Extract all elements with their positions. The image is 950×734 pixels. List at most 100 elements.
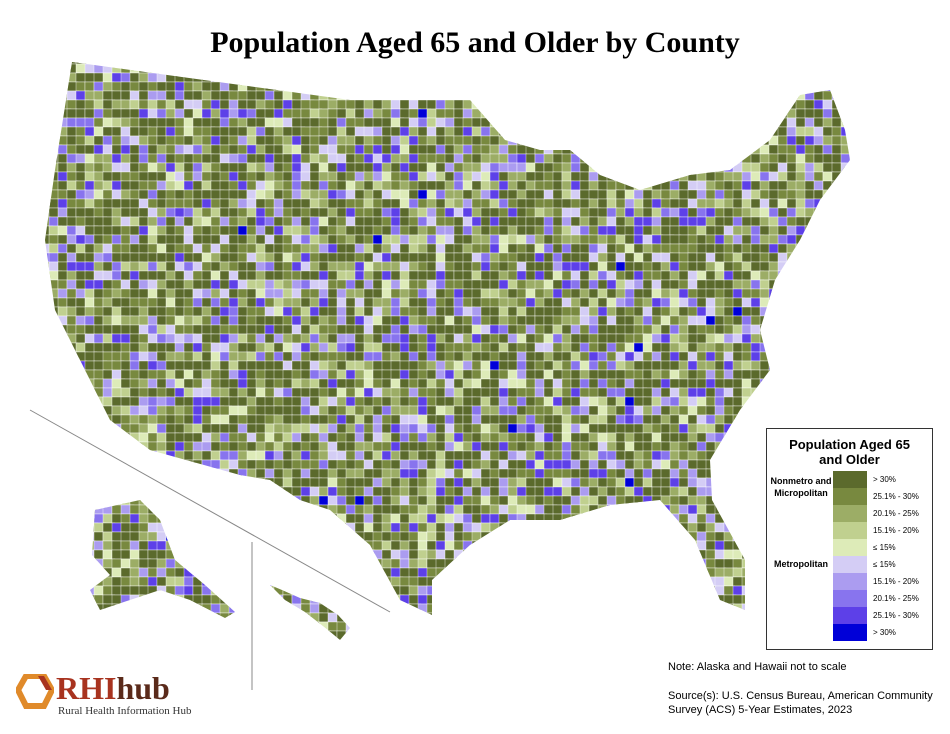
county [705, 450, 718, 461]
county [759, 81, 770, 92]
county [327, 72, 340, 83]
county [642, 441, 653, 452]
county [111, 207, 123, 218]
county [705, 459, 716, 470]
county [804, 225, 818, 236]
county [687, 342, 699, 353]
county [696, 360, 708, 371]
county [732, 225, 743, 236]
county [147, 126, 158, 137]
county [408, 450, 419, 461]
county [804, 387, 817, 398]
county [516, 126, 527, 137]
county [615, 99, 626, 110]
county [786, 108, 797, 119]
county [543, 90, 556, 101]
county [795, 270, 809, 281]
county [561, 432, 572, 443]
county [759, 108, 774, 119]
county [399, 72, 413, 83]
county [705, 63, 720, 74]
county [750, 441, 762, 452]
county [687, 117, 702, 128]
county [300, 333, 311, 344]
county [471, 342, 482, 353]
county [93, 540, 104, 551]
county [813, 252, 827, 263]
county [615, 360, 627, 371]
county [75, 504, 90, 515]
county [444, 180, 456, 191]
county [237, 477, 252, 488]
county [759, 117, 771, 128]
county [345, 333, 356, 344]
county [651, 153, 664, 164]
county [318, 117, 329, 128]
county [543, 396, 554, 407]
county [741, 387, 753, 398]
county [156, 342, 167, 353]
county [759, 351, 770, 362]
county [264, 279, 276, 290]
county [642, 72, 656, 83]
county [327, 117, 338, 128]
county [750, 72, 764, 83]
county [48, 333, 61, 344]
county [309, 81, 323, 92]
county [453, 522, 465, 533]
county [714, 261, 726, 272]
county [45, 396, 53, 407]
county [741, 396, 752, 407]
county [552, 234, 563, 245]
county [45, 90, 51, 101]
county [291, 306, 303, 317]
county [45, 459, 54, 470]
county [381, 162, 393, 173]
county [786, 171, 798, 182]
county [651, 162, 665, 173]
county [147, 405, 159, 416]
county [282, 180, 294, 191]
county [138, 297, 149, 308]
county [471, 396, 482, 407]
county [282, 351, 294, 362]
county [408, 495, 419, 506]
county [687, 405, 699, 416]
county [228, 90, 240, 101]
county [597, 486, 609, 497]
county [678, 99, 692, 110]
county [633, 126, 644, 137]
county [444, 378, 456, 389]
county [93, 450, 107, 461]
county [588, 333, 599, 344]
county [318, 477, 329, 488]
county [750, 432, 762, 443]
county [507, 459, 519, 470]
county [228, 171, 239, 182]
county [48, 171, 59, 182]
county [714, 459, 726, 470]
county [750, 153, 762, 164]
county [597, 432, 608, 443]
county [642, 288, 653, 299]
county [282, 324, 294, 335]
county [840, 162, 850, 173]
county [723, 216, 735, 227]
county [426, 504, 437, 515]
county [669, 540, 682, 551]
county [453, 414, 464, 425]
county [669, 351, 681, 362]
county [237, 225, 248, 236]
county [228, 477, 242, 488]
county [66, 225, 77, 236]
county [408, 117, 420, 128]
county [201, 324, 213, 335]
county [102, 243, 114, 254]
county [264, 513, 278, 524]
county [408, 180, 420, 191]
county [399, 315, 410, 326]
county [183, 351, 195, 362]
county [651, 108, 662, 119]
county [426, 198, 438, 209]
county [660, 117, 672, 128]
